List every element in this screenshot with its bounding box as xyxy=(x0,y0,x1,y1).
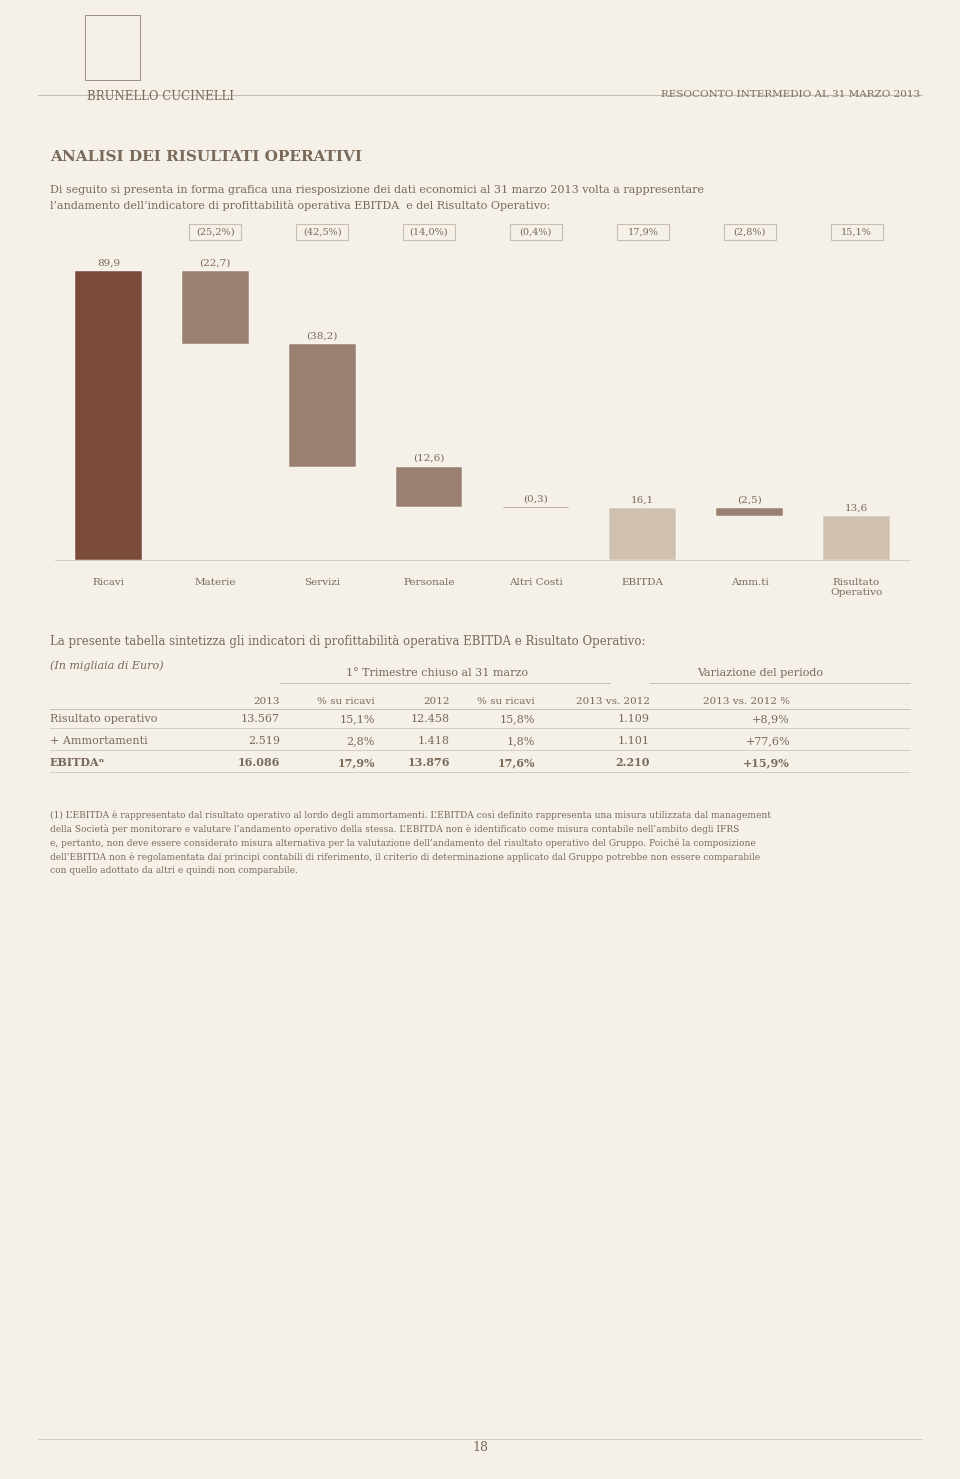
Text: (0,3): (0,3) xyxy=(523,494,548,503)
Text: (2,8%): (2,8%) xyxy=(733,228,766,237)
FancyBboxPatch shape xyxy=(830,223,882,240)
Bar xyxy=(823,516,890,561)
Text: (14,0%): (14,0%) xyxy=(410,228,448,237)
Text: 2013: 2013 xyxy=(253,697,280,705)
Bar xyxy=(85,15,140,80)
Text: (0,4%): (0,4%) xyxy=(519,228,552,237)
Text: 2.519: 2.519 xyxy=(248,737,280,745)
Text: 17,9%: 17,9% xyxy=(338,757,375,769)
Text: Risultato operativo: Risultato operativo xyxy=(50,714,157,725)
Text: 2012: 2012 xyxy=(423,697,450,705)
Bar xyxy=(181,271,249,345)
Text: % su ricavi: % su ricavi xyxy=(318,697,375,705)
Text: ANALISI DEI RISULTATI OPERATIVI: ANALISI DEI RISULTATI OPERATIVI xyxy=(50,149,362,164)
Text: Risultato
Operativo: Risultato Operativo xyxy=(830,578,882,598)
Bar xyxy=(396,467,463,507)
Text: 16.086: 16.086 xyxy=(238,757,280,769)
FancyBboxPatch shape xyxy=(189,223,241,240)
Text: 18: 18 xyxy=(472,1441,488,1454)
Text: 17,9%: 17,9% xyxy=(628,228,659,237)
Text: (2,5): (2,5) xyxy=(737,495,762,504)
Text: (12,6): (12,6) xyxy=(414,454,444,463)
Text: 1° Trimestre chiuso al 31 marzo: 1° Trimestre chiuso al 31 marzo xyxy=(347,669,529,677)
Text: 2.210: 2.210 xyxy=(615,757,650,769)
Text: 13,6: 13,6 xyxy=(845,503,868,512)
Text: EBITDA: EBITDA xyxy=(622,578,663,587)
Text: Personale: Personale xyxy=(403,578,455,587)
Text: RESOCONTO INTERMEDIO AL 31 MARZO 2013: RESOCONTO INTERMEDIO AL 31 MARZO 2013 xyxy=(660,90,920,99)
Text: +15,9%: +15,9% xyxy=(743,757,790,769)
Text: 2013 vs. 2012: 2013 vs. 2012 xyxy=(576,697,650,705)
Text: Di seguito si presenta in forma grafica una riesposizione dei dati economici al : Di seguito si presenta in forma grafica … xyxy=(50,185,704,211)
Text: 89,9: 89,9 xyxy=(97,259,120,268)
Bar xyxy=(75,271,142,561)
Text: + Ammortamenti: + Ammortamenti xyxy=(50,737,148,745)
Text: 15,1%: 15,1% xyxy=(340,714,375,725)
FancyBboxPatch shape xyxy=(724,223,776,240)
Text: La presente tabella sintetizza gli indicatori di profittabilità operativa EBITDA: La presente tabella sintetizza gli indic… xyxy=(50,634,645,648)
Text: +77,6%: +77,6% xyxy=(745,737,790,745)
Text: 1.418: 1.418 xyxy=(418,737,450,745)
Text: 16,1: 16,1 xyxy=(632,495,655,504)
Text: (42,5%): (42,5%) xyxy=(302,228,342,237)
Text: 1.101: 1.101 xyxy=(618,737,650,745)
Text: 13.876: 13.876 xyxy=(407,757,450,769)
Text: (1) L’EBITDA è rappresentato dal risultato operativo al lordo degli ammortamenti: (1) L’EBITDA è rappresentato dal risulta… xyxy=(50,810,771,876)
FancyBboxPatch shape xyxy=(617,223,669,240)
Text: 15,8%: 15,8% xyxy=(499,714,535,725)
Text: 2,8%: 2,8% xyxy=(347,737,375,745)
Bar xyxy=(610,509,676,561)
Text: BRUNELLO CUCINELLI: BRUNELLO CUCINELLI xyxy=(87,90,234,104)
Text: (22,7): (22,7) xyxy=(200,259,231,268)
Text: (38,2): (38,2) xyxy=(306,331,338,340)
Text: Materie: Materie xyxy=(195,578,236,587)
Text: 2013 vs. 2012 %: 2013 vs. 2012 % xyxy=(703,697,790,705)
Text: (25,2%): (25,2%) xyxy=(196,228,234,237)
Text: % su ricavi: % su ricavi xyxy=(477,697,535,705)
Text: EBITDAⁿ: EBITDAⁿ xyxy=(50,757,106,769)
Text: Amm.ti: Amm.ti xyxy=(731,578,769,587)
Text: 1,8%: 1,8% xyxy=(507,737,535,745)
FancyBboxPatch shape xyxy=(510,223,562,240)
Text: 15,1%: 15,1% xyxy=(841,228,872,237)
FancyBboxPatch shape xyxy=(403,223,455,240)
Text: 1.109: 1.109 xyxy=(618,714,650,725)
Text: Servizi: Servizi xyxy=(304,578,340,587)
Text: +8,9%: +8,9% xyxy=(753,714,790,725)
Bar xyxy=(716,509,783,516)
Text: Altri Costi: Altri Costi xyxy=(509,578,563,587)
Text: Variazione del periodo: Variazione del periodo xyxy=(697,669,823,677)
FancyBboxPatch shape xyxy=(297,223,348,240)
Text: 12.458: 12.458 xyxy=(411,714,450,725)
Text: Ricavi: Ricavi xyxy=(92,578,125,587)
Text: (In migliaia di Euro): (In migliaia di Euro) xyxy=(50,660,163,670)
Text: 17,6%: 17,6% xyxy=(497,757,535,769)
Bar xyxy=(289,345,355,467)
Text: 13.567: 13.567 xyxy=(241,714,280,725)
